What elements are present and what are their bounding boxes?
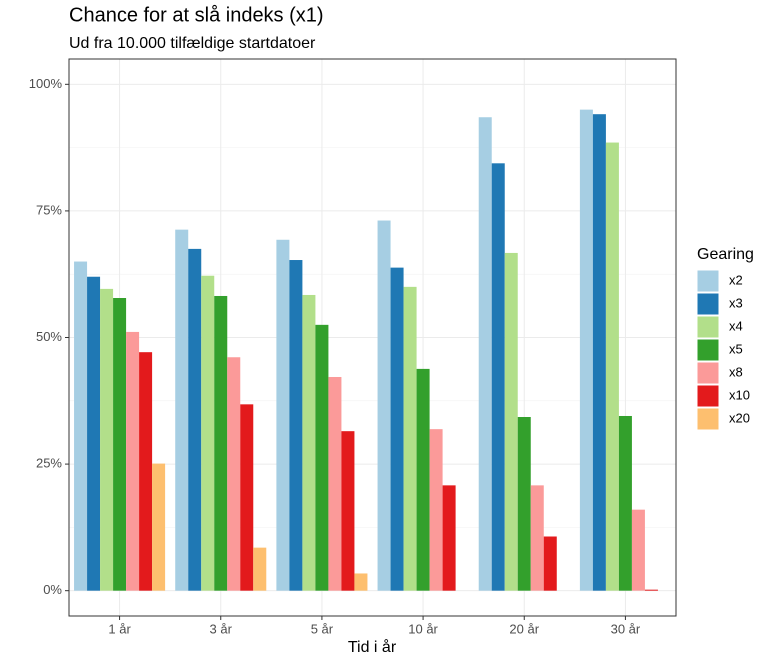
legend-label: x8 (729, 364, 743, 379)
chart-subtitle: Ud fra 10.000 tilfældige startdatoer (69, 35, 316, 52)
bar (139, 352, 153, 591)
bar (605, 142, 619, 591)
bar (87, 276, 101, 591)
x-tick-label: 3 år (210, 621, 233, 636)
legend-label: x5 (729, 341, 743, 356)
bar (478, 117, 492, 591)
bar (543, 536, 557, 591)
x-tick-label: 20 år (509, 621, 539, 636)
bar (113, 298, 127, 591)
legend-key (696, 338, 720, 362)
bar (377, 220, 391, 591)
bar (579, 109, 593, 591)
bar (491, 163, 505, 591)
bar (74, 261, 88, 591)
x-tick-label: 10 år (408, 621, 438, 636)
bar (354, 573, 368, 591)
y-tick-label: 50% (36, 329, 62, 344)
bar (618, 415, 632, 591)
y-tick-label: 75% (36, 202, 62, 217)
bar (201, 275, 215, 591)
y-tick-label: 0% (43, 582, 62, 597)
legend-key (696, 361, 720, 385)
legend-key (696, 292, 720, 316)
bar (631, 509, 645, 591)
x-tick-label: 5 år (311, 621, 334, 636)
bar (442, 485, 456, 591)
bar (403, 286, 417, 591)
x-tick-label: 30 år (611, 621, 641, 636)
plot-border (68, 58, 677, 617)
legend-label: x20 (729, 410, 750, 425)
bar (100, 288, 114, 591)
bar (429, 429, 443, 591)
legend-title: Gearing (697, 246, 754, 263)
bar (276, 239, 290, 591)
legend-label: x2 (729, 272, 743, 287)
bar (188, 248, 202, 591)
bar (517, 416, 531, 591)
legend-key (696, 315, 720, 339)
bar (341, 431, 355, 591)
bar (240, 404, 254, 591)
bar (227, 357, 241, 591)
y-tick-label: 25% (36, 456, 62, 471)
bar (126, 331, 140, 591)
legend-label: x3 (729, 295, 743, 310)
bar (175, 229, 189, 591)
bar (315, 324, 329, 591)
bar (214, 295, 228, 591)
bar (289, 260, 303, 591)
chart-title: Chance for at slå indeks (x1) (69, 4, 324, 26)
bar (592, 114, 606, 591)
legend-key (696, 407, 720, 431)
bar (416, 368, 430, 591)
bar (152, 463, 166, 591)
bar (328, 376, 342, 591)
legend-label: x10 (729, 387, 750, 402)
x-tick-label: 1 år (108, 621, 131, 636)
x-axis-title: Tid i år (348, 638, 397, 656)
bar (644, 589, 658, 591)
legend-key (696, 269, 720, 293)
bar (530, 485, 544, 591)
bar (302, 294, 316, 591)
legend-label: x4 (729, 318, 743, 333)
y-tick-label: 100% (29, 76, 63, 91)
legend-key (696, 384, 720, 408)
bar (390, 267, 404, 591)
bar (504, 252, 518, 591)
bar (253, 547, 267, 591)
